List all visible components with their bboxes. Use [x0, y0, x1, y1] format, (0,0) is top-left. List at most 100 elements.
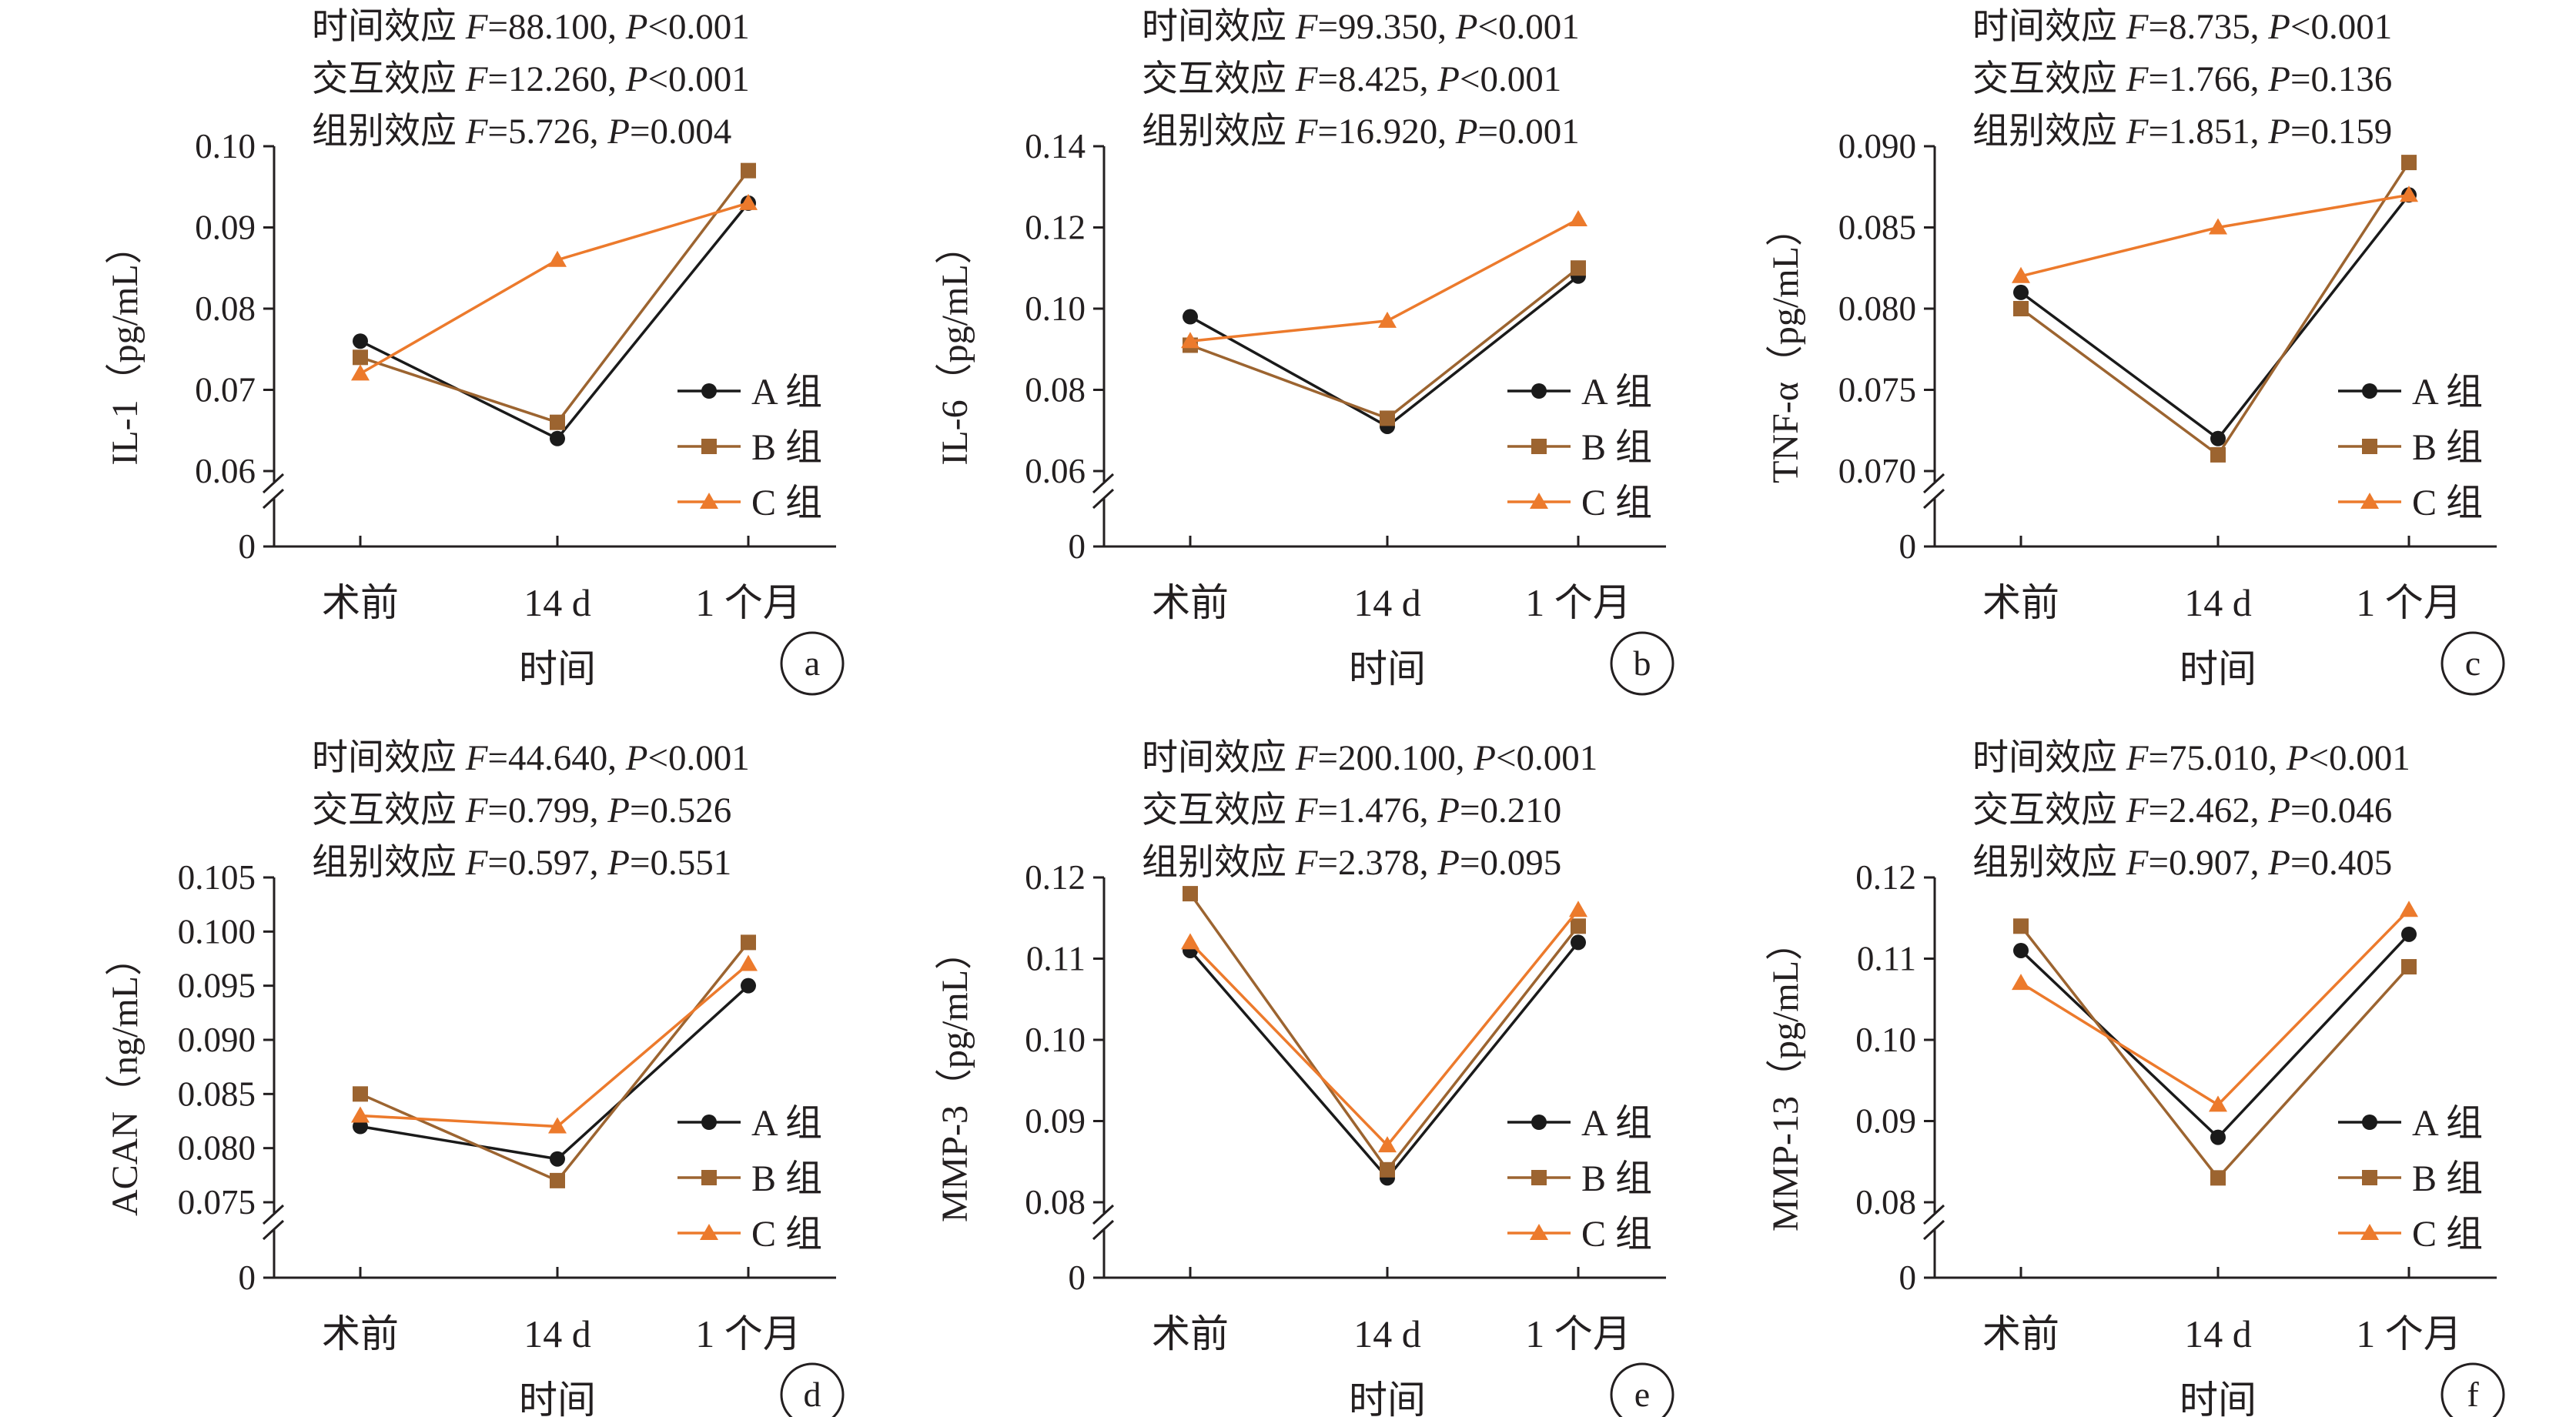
- panel-letter: c: [2465, 643, 2481, 683]
- stat-line: 时间效应 F=8.735, P<0.001: [1972, 7, 2392, 47]
- y-baseline-label: 0: [1069, 1258, 1086, 1297]
- stat-line: 交互效应 F=8.425, P<0.001: [1142, 59, 1561, 99]
- series-line-c: [360, 202, 749, 375]
- legend-label: C 组: [751, 1214, 822, 1255]
- data-point: [550, 1151, 565, 1167]
- data-point: [351, 1106, 370, 1123]
- data-point: [548, 1117, 567, 1134]
- data-point: [739, 954, 758, 971]
- data-point: [1181, 933, 1199, 950]
- y-tick-label: 0.08: [1855, 1183, 1916, 1221]
- legend-marker: [2360, 1224, 2379, 1240]
- series-line-a: [1189, 275, 1580, 429]
- data-point: [353, 1118, 368, 1135]
- axis-break-mark: [1922, 473, 1945, 494]
- legend-marker: [1531, 1115, 1547, 1130]
- data-point: [2209, 1095, 2227, 1112]
- axis-break-mark: [1922, 1219, 1945, 1241]
- x-tick-label: 1 个月: [1525, 1312, 1631, 1355]
- y-tick-label: 0.10: [1855, 1021, 1916, 1059]
- y-tick-label: 0.090: [1838, 127, 1916, 165]
- x-tick-label: 1 个月: [695, 1312, 801, 1355]
- data-point: [2210, 446, 2226, 463]
- x-tick-label: 术前: [1982, 1312, 2059, 1355]
- x-tick-label: 术前: [1152, 581, 1229, 624]
- data-point: [741, 162, 756, 179]
- y-tick-label: 0.100: [178, 912, 256, 951]
- y-tick-label: 0.14: [1025, 127, 1086, 165]
- legend-marker: [700, 493, 718, 509]
- chart-panel-d: 时间效应 F=44.640, P<0.001 交互效应 F=0.799, P=0.…: [105, 738, 845, 1417]
- data-point: [1571, 918, 1586, 934]
- x-tick-label: 14 d: [2184, 581, 2252, 624]
- data-point: [353, 333, 368, 349]
- legend-label: A 组: [751, 372, 822, 413]
- stat-line: 交互效应 F=12.260, P<0.001: [312, 59, 750, 99]
- x-axis-title: 时间: [1349, 647, 1426, 690]
- y-axis-title: IL-1（pg/mL）: [105, 227, 146, 465]
- legend-label: A 组: [2412, 372, 2483, 413]
- legend-marker: [2362, 383, 2377, 399]
- y-axis-title: MMP-13（pg/mL）: [1765, 924, 1806, 1232]
- series-line-c: [1189, 909, 1580, 1148]
- data-point: [550, 1172, 565, 1188]
- data-point: [1181, 332, 1199, 349]
- y-tick-label: 0.075: [1838, 371, 1916, 409]
- legend-label: A 组: [2412, 1103, 2483, 1144]
- data-point: [741, 934, 756, 951]
- data-point: [351, 364, 370, 381]
- chart-panel-f: 时间效应 F=75.010, P<0.001 交互效应 F=2.462, P=0.…: [1765, 738, 2505, 1417]
- y-tick-label: 0.08: [1025, 371, 1086, 409]
- data-point: [2012, 266, 2030, 283]
- data-point: [1378, 311, 1397, 328]
- stat-line: 时间效应 F=75.010, P<0.001: [1972, 738, 2410, 778]
- y-tick-label: 0.06: [1025, 452, 1086, 490]
- axis-break-mark: [1092, 1204, 1115, 1225]
- y-tick-label: 0.105: [178, 858, 256, 897]
- chart-panel-c: 时间效应 F=8.735, P<0.001 交互效应 F=1.766, P=0.1…: [1765, 7, 2505, 696]
- y-baseline-label: 0: [1899, 1258, 1917, 1297]
- data-point: [2012, 974, 2030, 991]
- legend-label: C 组: [2412, 483, 2483, 523]
- chart-panel-a: 时间效应 F=88.100, P<0.001 交互效应 F=12.260, P<0…: [105, 7, 845, 696]
- legend-marker: [2362, 1170, 2377, 1185]
- y-tick-label: 0.095: [178, 967, 256, 1005]
- data-point: [2401, 959, 2417, 975]
- legend-marker: [2360, 493, 2379, 509]
- legend-marker: [1531, 439, 1547, 454]
- data-point: [2013, 301, 2029, 316]
- y-tick-label: 0.09: [195, 209, 256, 247]
- data-point: [1380, 410, 1395, 426]
- y-tick-label: 0.085: [178, 1074, 256, 1113]
- y-baseline-label: 0: [239, 1258, 256, 1297]
- x-tick-label: 14 d: [1353, 1312, 1421, 1355]
- legend-marker: [1530, 1224, 1548, 1240]
- legend-marker: [701, 1170, 717, 1185]
- axis-break-mark: [1922, 1204, 1945, 1225]
- x-tick-label: 14 d: [1353, 581, 1421, 624]
- series-line-c: [360, 963, 750, 1128]
- axis-break-mark: [1922, 488, 1945, 510]
- x-axis-title: 时间: [2180, 647, 2257, 690]
- legend-label: A 组: [751, 1103, 822, 1144]
- data-point: [2401, 926, 2417, 942]
- x-tick-label: 14 d: [524, 581, 591, 624]
- data-point: [741, 978, 756, 994]
- y-baseline-label: 0: [1899, 527, 1917, 566]
- axis-break-mark: [262, 1219, 285, 1241]
- data-point: [2013, 918, 2029, 934]
- data-point: [2209, 218, 2227, 235]
- panel-letter-circle: [2441, 1362, 2505, 1417]
- data-point: [2210, 430, 2226, 446]
- y-tick-label: 0.09: [1025, 1102, 1086, 1141]
- stat-line: 时间效应 F=88.100, P<0.001: [312, 7, 750, 47]
- data-point: [739, 193, 758, 210]
- series-line-b: [2019, 162, 2410, 457]
- y-tick-label: 0.075: [178, 1183, 256, 1221]
- data-point: [2013, 942, 2029, 958]
- data-point: [1571, 260, 1586, 276]
- x-axis-title: 时间: [1349, 1379, 1426, 1417]
- panel-letter-circle: [2441, 631, 2505, 696]
- axis-break-mark: [1092, 473, 1115, 494]
